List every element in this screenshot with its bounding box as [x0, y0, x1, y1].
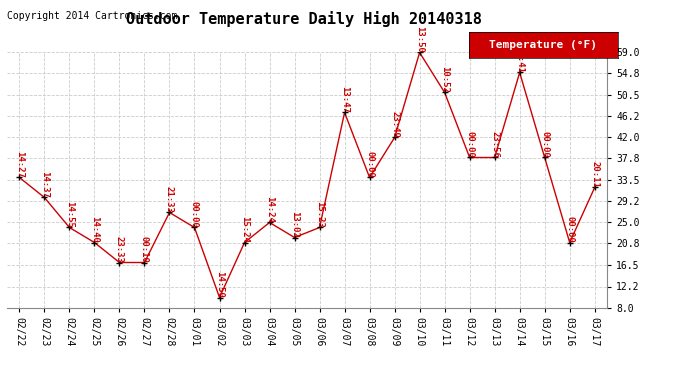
Text: 00:10: 00:10: [140, 236, 149, 262]
Text: 12:41: 12:41: [515, 46, 524, 72]
Text: 14:55: 14:55: [65, 201, 74, 228]
Text: 14:50: 14:50: [215, 271, 224, 297]
Text: 13:47: 13:47: [340, 86, 349, 112]
Text: Temperature (°F): Temperature (°F): [489, 40, 598, 50]
Text: 23:56: 23:56: [490, 130, 499, 158]
Text: 13:50: 13:50: [415, 26, 424, 53]
Text: 14:40: 14:40: [90, 216, 99, 243]
Text: 14:27: 14:27: [15, 151, 24, 177]
Text: 00:00: 00:00: [465, 130, 474, 158]
Text: 15:24: 15:24: [240, 216, 249, 243]
Text: 21:33: 21:33: [165, 186, 174, 213]
Text: 20:11: 20:11: [590, 160, 599, 188]
Text: 10:52: 10:52: [440, 66, 449, 93]
Text: 23:33: 23:33: [115, 236, 124, 262]
Text: 14:24: 14:24: [265, 196, 274, 222]
Text: Outdoor Temperature Daily High 20140318: Outdoor Temperature Daily High 20140318: [126, 11, 482, 27]
Text: 23:49: 23:49: [390, 111, 399, 138]
Text: 15:23: 15:23: [315, 201, 324, 228]
Text: 14:37: 14:37: [40, 171, 49, 198]
Text: 00:00: 00:00: [190, 201, 199, 228]
Text: Copyright 2014 Cartronics.com: Copyright 2014 Cartronics.com: [7, 11, 177, 21]
Text: 00:00: 00:00: [565, 216, 574, 243]
Text: 13:02: 13:02: [290, 211, 299, 237]
Text: 00:00: 00:00: [540, 130, 549, 158]
Text: 00:00: 00:00: [365, 151, 374, 177]
